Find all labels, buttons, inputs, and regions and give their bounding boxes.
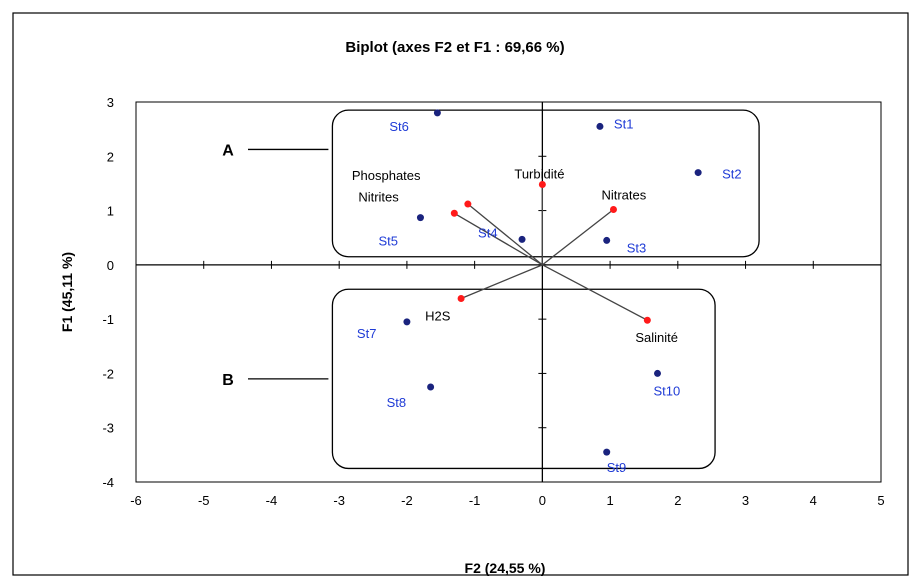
- group-box-a: [331, 109, 760, 258]
- y-tick-label: -2: [102, 366, 114, 381]
- y-tick-label: 2: [107, 149, 114, 164]
- observation-label: St1: [614, 116, 634, 131]
- group-label-b: B: [222, 372, 234, 389]
- variable-label: Turbidité: [514, 167, 564, 182]
- observation-label: St4: [478, 225, 498, 240]
- x-axis-title: F2 (24,55 %): [465, 560, 546, 576]
- observation-label: St3: [627, 240, 647, 255]
- observation-point: [596, 122, 604, 130]
- observation-point: [654, 369, 661, 377]
- variable-point: [464, 200, 472, 208]
- x-tick-label: -6: [130, 493, 142, 508]
- vector-3: [541, 208, 614, 266]
- observation-point: [403, 318, 411, 326]
- variable-label: Nitrites: [358, 189, 399, 204]
- x-tick-label: -3: [333, 493, 345, 508]
- plot-area-border: [135, 101, 882, 483]
- x-tick-label: 1: [606, 493, 613, 508]
- y-tick-label: 3: [107, 95, 114, 110]
- y-tick-label: -3: [102, 421, 114, 436]
- variable-label: Salinité: [635, 330, 678, 345]
- data-points: [403, 109, 702, 456]
- x-tick-label: -5: [198, 493, 210, 508]
- variable-label: Nitrates: [601, 187, 646, 202]
- variable-vectors: [453, 184, 648, 321]
- observation-label: St10: [654, 383, 681, 398]
- group-box-b: [331, 288, 716, 470]
- observation-point: [416, 214, 424, 222]
- vector-5: [542, 264, 648, 321]
- x-tick-label: -2: [401, 493, 413, 508]
- variable-point: [538, 181, 546, 189]
- observation-point: [694, 169, 702, 177]
- x-tick-label: 4: [810, 493, 817, 508]
- y-tick-label: 0: [107, 258, 114, 273]
- data-labels: Turbidité Phosphates Nitrites Nitrates H2S Sa…: [352, 116, 742, 475]
- x-tick-label: 3: [742, 493, 749, 508]
- outer-border: [12, 12, 909, 576]
- observation-label: St9: [607, 460, 627, 475]
- observation-label: St6: [389, 119, 409, 134]
- vector-1: [467, 203, 543, 266]
- variable-point: [643, 316, 651, 324]
- chart-title: Biplot (axes F2 et F1 : 69,66 %): [345, 39, 564, 56]
- observation-label: St5: [378, 234, 398, 249]
- y-tick-label: -1: [102, 312, 114, 327]
- observation-point: [427, 383, 435, 391]
- observation-point: [433, 109, 441, 117]
- observation-label: St7: [357, 326, 377, 341]
- vector-2: [453, 212, 543, 266]
- y-axis-title: F1 (45,11 %): [59, 252, 75, 332]
- variable-point: [457, 295, 465, 303]
- observation-label: St2: [722, 167, 742, 182]
- variable-point: [450, 209, 458, 217]
- observation-point: [518, 235, 526, 243]
- x-tick-label: 2: [674, 493, 681, 508]
- x-tick-label: 5: [877, 493, 884, 508]
- x-tick-label: -1: [469, 493, 481, 508]
- y-tick-label: -4: [102, 475, 114, 490]
- y-tick-label: 1: [107, 204, 114, 219]
- observation-point: [603, 236, 611, 244]
- observation-point: [603, 448, 611, 456]
- x-tick-label: 0: [539, 493, 546, 508]
- variable-label: Phosphates: [352, 168, 421, 183]
- axes: -6 -5 -4 -3 -2 -1 0 1 2 3 4 5 3 2 1 0 -1 -2 -3 -4: [102, 95, 884, 508]
- x-tick-label: -4: [266, 493, 278, 508]
- variable-label: H2S: [425, 309, 451, 324]
- group-boxes: AB: [222, 109, 760, 470]
- group-label-a: A: [222, 142, 234, 159]
- vector-4: [460, 264, 543, 300]
- variable-point: [609, 205, 617, 213]
- observation-label: St8: [387, 395, 407, 410]
